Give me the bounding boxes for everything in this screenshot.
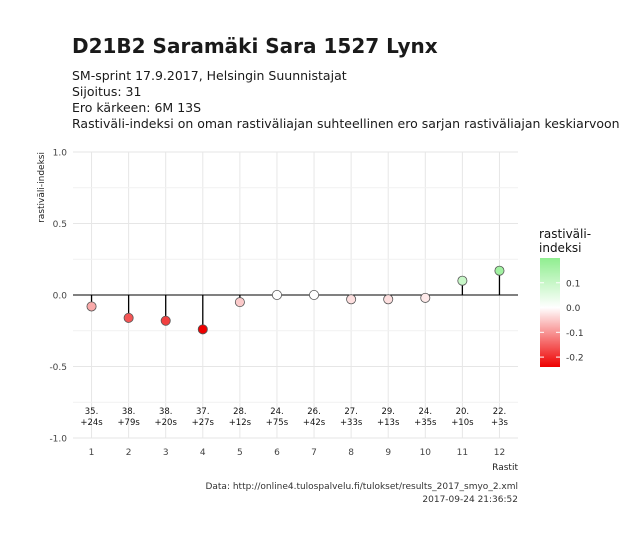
point-label-time: +12s [229,418,252,428]
point-label-rank: 35. [85,407,99,417]
legend-tick-label: -0.1 [566,329,584,339]
point-label-time: +3s [491,418,509,428]
y-tick-label: 0.5 [53,220,67,230]
points [86,265,505,335]
x-tick-label: 8 [348,448,354,458]
axes: -1.0-0.50.00.51.01 2 3 4 5 6 7 8 9 10 11 12Rastitra… [37,149,518,474]
caption: Data: http://online4.tulospalvelu.fi/tul… [205,481,518,507]
data-point [346,294,357,305]
point-label-time: +10s [451,418,474,428]
data-point [234,297,245,308]
point-label-time: +75s [266,418,289,428]
x-tick-label: 2 [126,448,132,458]
x-tick-label: 4 [200,448,206,458]
x-tick-label: 3 [163,448,169,458]
point-label-time: +35s [414,418,437,428]
data-point [271,289,282,300]
chart-subtitle: SM-sprint 17.9.2017, Helsingin Suunnista… [72,68,620,132]
point-label-rank: 24. [419,407,433,417]
x-axis-label: Rastit [492,463,518,473]
x-tick-label: 6 [274,448,280,458]
data-point [494,265,505,276]
point-label-time: +24s [80,418,103,428]
data-point [197,324,208,335]
point-label-rank: 38. [159,407,173,417]
caption-data-source: Data: http://online4.tulospalvelu.fi/tul… [205,482,518,492]
point-label-rank: 28. [233,407,247,417]
legend-title: rastiväli- [539,227,591,241]
x-tick-label: 11 [457,448,468,458]
x-tick-label: 5 [237,448,243,458]
legend: rastiväli-indeksi 0.1 0.0 -0.1 -0.2 [539,227,591,367]
data-point [160,315,171,326]
subtitle-difference: Ero kärkeen: 6M 13S [72,100,202,115]
x-tick-label: 9 [385,448,391,458]
data-point [420,292,431,303]
legend-tick-label: 0.1 [566,279,580,289]
x-tick-label: 1 [89,448,95,458]
data-point [86,301,97,312]
legend-title: indeksi [539,241,581,255]
point-label-rank: 24. [270,407,284,417]
y-tick-label: -0.5 [49,363,67,373]
point-label-rank: 37. [196,407,210,417]
point-label-rank: 27. [344,407,358,417]
point-label-rank: 26. [307,407,321,417]
point-label-rank: 29. [381,407,395,417]
point-label-rank: 22. [493,407,507,417]
data-point [309,289,320,300]
y-tick-label: 0.0 [53,292,68,302]
x-tick-label: 7 [311,448,317,458]
y-tick-label: 1.0 [53,149,68,159]
data-point [383,294,394,305]
legend-colorbar [540,258,560,367]
legend-tick-label: -0.2 [566,354,584,364]
chart-title: D21B2 Saramäki Sara 1527 Lynx [72,34,438,58]
subtitle-description: Rastiväli-indeksi on oman rastiväliajan … [72,116,620,131]
point-label-time: +27s [192,418,215,428]
point-label-rank: 20. [456,407,470,417]
point-label-time: +79s [117,418,140,428]
point-label-time: +42s [303,418,326,428]
data-point [457,275,468,286]
x-tick-label: 10 [420,448,432,458]
x-tick-label: 12 [494,448,505,458]
subtitle-competition: SM-sprint 17.9.2017, Helsingin Suunnista… [72,68,347,83]
legend-tick-label: 0.0 [566,304,581,314]
point-label-time: +20s [155,418,178,428]
stems [90,270,501,330]
point-labels: 35.+24s38.+79s38.+20s37.+27s28.+12s24.+7… [80,407,508,428]
subtitle-placement: Sijoitus: 31 [72,84,142,99]
point-label-time: +13s [377,418,400,428]
point-label-rank: 38. [122,407,136,417]
caption-timestamp: 2017-09-24 21:36:52 [422,495,518,505]
data-point [123,312,134,323]
y-tick-label: -1.0 [49,435,67,445]
point-label-time: +33s [340,418,363,428]
y-axis-label: rastiväli-indeksi [37,152,47,223]
